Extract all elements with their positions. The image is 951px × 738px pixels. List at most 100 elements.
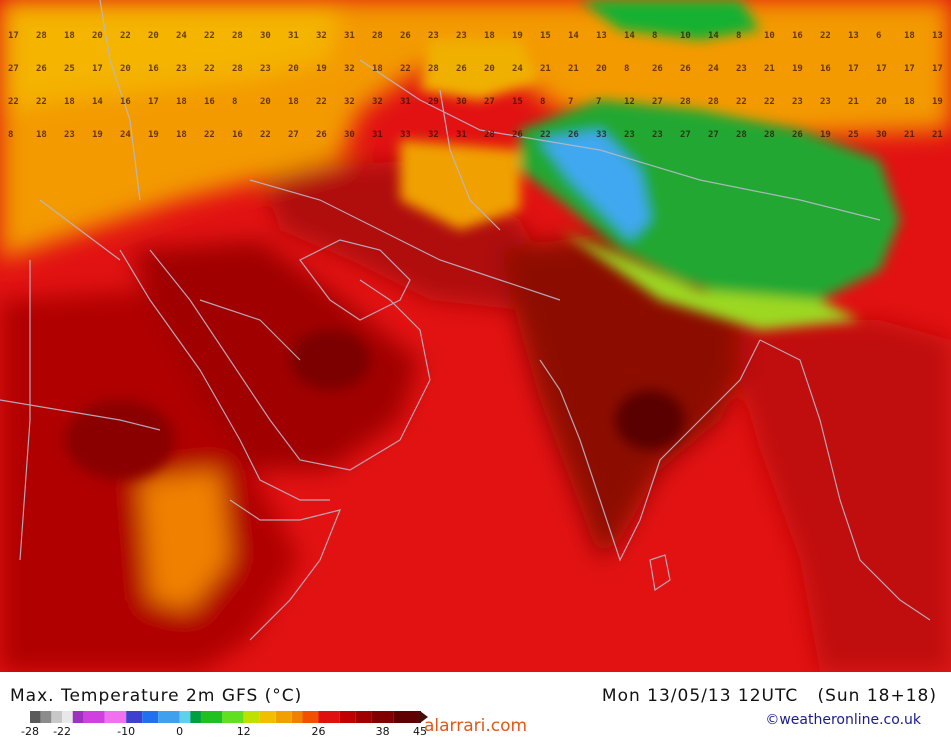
grid-value: 26 xyxy=(568,130,579,140)
grid-value: 23 xyxy=(624,130,635,140)
scale-swatch xyxy=(371,711,394,723)
grid-value: 8 xyxy=(736,31,741,41)
grid-value: 31 xyxy=(288,31,299,41)
grid-value: 18 xyxy=(288,97,299,107)
scale-tick-label: 0 xyxy=(176,725,184,738)
grid-value: 17 xyxy=(904,64,915,74)
grid-value: 8 xyxy=(652,31,657,41)
grid-value: 32 xyxy=(428,130,439,140)
grid-value: 20 xyxy=(596,64,607,74)
arabia-region xyxy=(130,240,420,470)
scale-swatch xyxy=(40,711,52,723)
grid-value: 16 xyxy=(232,130,243,140)
grid-value: 28 xyxy=(764,130,775,140)
grid-value: 22 xyxy=(540,130,551,140)
scale-swatch xyxy=(179,711,191,723)
grid-value: 20 xyxy=(876,97,887,107)
hotspot-india xyxy=(615,390,685,450)
grid-value: 16 xyxy=(820,64,831,74)
grid-value: 33 xyxy=(596,130,607,140)
grid-value: 18 xyxy=(64,97,75,107)
legend-footer: Max. Temperature 2m GFS (°C) Mon 13/05/1… xyxy=(0,672,951,738)
scale-swatch xyxy=(62,711,73,723)
grid-value: 19 xyxy=(316,64,327,74)
grid-value: 19 xyxy=(932,97,943,107)
ethiopia-highlands xyxy=(140,470,230,610)
grid-value: 28 xyxy=(484,130,495,140)
grid-value: 18 xyxy=(176,97,187,107)
grid-value: 33 xyxy=(400,130,411,140)
grid-value: 28 xyxy=(36,31,47,41)
scale-swatch xyxy=(83,711,105,723)
grid-value: 28 xyxy=(428,64,439,74)
grid-value: 21 xyxy=(764,64,775,74)
afghan-plateau xyxy=(400,140,520,230)
grid-value: 20 xyxy=(92,31,103,41)
scale-arrow-right xyxy=(420,711,428,723)
grid-value: 8 xyxy=(540,97,545,107)
scale-tick-label: -22 xyxy=(53,725,72,738)
grid-value: 18 xyxy=(904,97,915,107)
grid-value: 23 xyxy=(736,64,747,74)
grid-value: 14 xyxy=(568,31,579,41)
grid-value: 23 xyxy=(64,130,75,140)
grid-value: 20 xyxy=(484,64,495,74)
scale-swatch xyxy=(259,711,276,723)
scale-swatch xyxy=(355,711,372,723)
grid-value: 30 xyxy=(876,130,887,140)
scale-swatch xyxy=(393,711,420,723)
grid-value: 22 xyxy=(204,64,215,74)
grid-value: 26 xyxy=(680,64,691,74)
grid-value: 24 xyxy=(708,64,719,74)
scale-swatch xyxy=(339,711,356,723)
grid-value: 32 xyxy=(316,31,327,41)
grid-value: 30 xyxy=(344,130,355,140)
scale-swatch xyxy=(51,711,63,723)
scale-swatch xyxy=(275,711,292,723)
scale-swatch xyxy=(302,711,319,723)
grid-value: 21 xyxy=(568,64,579,74)
credit-link[interactable]: ©weatheronline.co.uk xyxy=(765,712,921,728)
scale-swatch xyxy=(142,711,159,723)
grid-value: 17 xyxy=(92,64,103,74)
scale-swatch xyxy=(243,711,260,723)
grid-value: 31 xyxy=(372,130,383,140)
grid-value: 27 xyxy=(8,64,19,74)
scale-swatch xyxy=(291,711,303,723)
grid-value: 31 xyxy=(456,130,467,140)
grid-value: 28 xyxy=(232,31,243,41)
grid-value: 7 xyxy=(596,97,601,107)
seasia-region xyxy=(740,320,951,672)
grid-value: 17 xyxy=(932,64,943,74)
grid-value: 23 xyxy=(260,64,271,74)
grid-value: 15 xyxy=(540,31,551,41)
grid-value: 16 xyxy=(120,97,131,107)
grid-value: 16 xyxy=(792,31,803,41)
grid-value: 26 xyxy=(652,64,663,74)
grid-value: 22 xyxy=(400,64,411,74)
grid-value: 23 xyxy=(792,97,803,107)
grid-value: 22 xyxy=(260,130,271,140)
grid-value: 22 xyxy=(820,31,831,41)
india-region xyxy=(500,230,760,560)
run-text: (Sun 18+18) xyxy=(817,686,937,706)
scale-tick-label: 12 xyxy=(236,725,251,738)
scale-tick-label: 26 xyxy=(311,725,326,738)
grid-value: 22 xyxy=(36,97,47,107)
grid-value: 26 xyxy=(512,130,523,140)
grid-value: 17 xyxy=(8,31,19,41)
hotspot-arabia xyxy=(290,330,370,390)
grid-value: 23 xyxy=(176,64,187,74)
scale-swatch xyxy=(104,711,127,723)
scale-tick-label: 38 xyxy=(375,725,390,738)
grid-value: 17 xyxy=(876,64,887,74)
grid-value: 30 xyxy=(456,97,467,107)
grid-value: 20 xyxy=(120,64,131,74)
grid-value: 28 xyxy=(736,130,747,140)
grid-value: 10 xyxy=(764,31,775,41)
scale-swatch xyxy=(318,711,340,723)
grid-value: 16 xyxy=(148,64,159,74)
scale-tick-label: -28 xyxy=(21,725,39,738)
grid-value: 29 xyxy=(428,97,439,107)
grid-value: 27 xyxy=(680,130,691,140)
